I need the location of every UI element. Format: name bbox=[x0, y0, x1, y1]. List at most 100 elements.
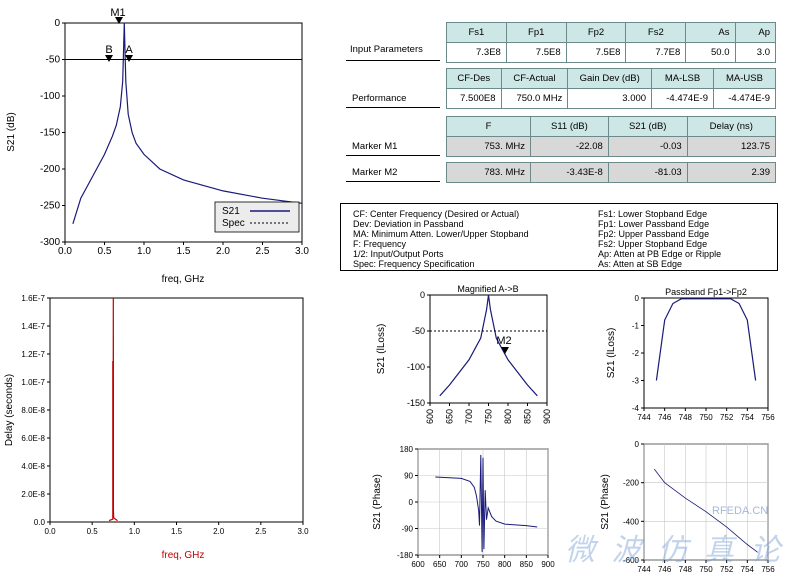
x-tick-label: 2.0 bbox=[213, 527, 225, 536]
header-ma-usb: MA-USB bbox=[713, 68, 776, 89]
x-tick-label: 1.0 bbox=[129, 527, 141, 536]
x-tick-label: 0.5 bbox=[87, 527, 99, 536]
legend-s21-label: S21 bbox=[222, 206, 240, 217]
chart-title: Passband Fp1->Fp2 bbox=[665, 287, 747, 297]
marker-a-icon bbox=[125, 55, 133, 62]
y-tick-label: 1.0E-7 bbox=[21, 378, 45, 387]
y-tick-label: -250 bbox=[40, 201, 60, 212]
watermark-text: 微 波 仿 真 论 坛 bbox=[565, 534, 796, 567]
performance-table: CF-Des CF-Actual Gain Dev (dB) MA-LSB MA… bbox=[446, 68, 776, 109]
watermark-site: RFEDA.CN bbox=[712, 505, 769, 517]
header-ma-lsb: MA-LSB bbox=[651, 68, 714, 89]
x-tick-label: 1.0 bbox=[137, 246, 151, 257]
value-cf-des: 7.500E8 bbox=[446, 88, 502, 109]
y-tick-label: 0 bbox=[409, 498, 414, 507]
delay-chart: 0.0 0.5 1.0 1.5 2.0 2.5 3.0 0.0 2.0E-8 4.0E-8 6.0E… bbox=[4, 294, 309, 561]
value-fs2[interactable]: 7.7E8 bbox=[625, 42, 687, 63]
y-tick-label: 180 bbox=[400, 445, 414, 454]
x-tick-label: 750 bbox=[484, 409, 494, 424]
x-tick-label: 752 bbox=[720, 413, 734, 422]
input-parameters-label: Input Parameters bbox=[350, 44, 423, 55]
value-fs1[interactable]: 7.3E8 bbox=[446, 42, 507, 63]
marker-m1-row: 753. MHz -22.08 -0.03 123.75 bbox=[445, 136, 777, 157]
legend-ma: MA: Minimum Atten. Lower/Upper Stopband bbox=[353, 229, 529, 239]
m1-s21: -0.03 bbox=[607, 136, 688, 157]
legend-ports: 1/2: Input/Output Ports bbox=[353, 249, 444, 259]
x-tick-label: 800 bbox=[498, 560, 512, 569]
x-tick-label: 748 bbox=[679, 565, 693, 574]
marker-m2-label: M2 bbox=[496, 335, 511, 347]
y-tick-label: 8.0E-8 bbox=[21, 406, 45, 415]
value-fp1[interactable]: 7.5E8 bbox=[505, 42, 567, 63]
abbreviation-legend: CF: Center Frequency (Desired or Actual)… bbox=[340, 203, 778, 271]
y-tick-label: 0.0 bbox=[34, 518, 46, 527]
y-tick-label: 1.2E-7 bbox=[21, 350, 45, 359]
m1-freq: 753. MHz bbox=[445, 136, 532, 157]
legend-dev: Dev: Deviation in Passband bbox=[353, 219, 464, 229]
y-tick-label: -50 bbox=[46, 55, 61, 66]
y-tick-label: 1.4E-7 bbox=[21, 322, 45, 331]
x-tick-label: 900 bbox=[541, 560, 555, 569]
y-tick-label: -200 bbox=[40, 164, 60, 175]
chart-legend: S21 Spec bbox=[214, 201, 300, 233]
x-tick-label: 2.5 bbox=[255, 527, 267, 536]
x-tick-label: 0.5 bbox=[98, 246, 112, 257]
header-fp1: Fp1 bbox=[505, 22, 567, 43]
y-tick-label: 0 bbox=[54, 18, 60, 29]
m1-delay: 123.75 bbox=[686, 136, 777, 157]
x-tick-label: 600 bbox=[425, 409, 435, 424]
x-tick-label: 3.0 bbox=[295, 246, 309, 257]
passband-chart: 744 746 748 750 752 754 756 0 -1 -2 -3 -4 Passband … bbox=[606, 287, 775, 422]
legend-cf: CF: Center Frequency (Desired or Actual) bbox=[353, 209, 520, 219]
plot-area bbox=[643, 297, 769, 409]
y-tick-label: 0 bbox=[635, 440, 640, 449]
x-tick-label: 744 bbox=[637, 413, 651, 422]
performance-label: Performance bbox=[352, 93, 407, 104]
s21-chart: 0.0 0.5 1.0 1.5 2.0 2.5 3.0 0 -50 -100 -150 -200 -25… bbox=[6, 7, 309, 285]
y-tick-label: 90 bbox=[404, 472, 413, 481]
x-tick-label: 2.5 bbox=[256, 246, 270, 257]
x-tick-label: 752 bbox=[720, 565, 734, 574]
y-tick-label: -3 bbox=[632, 377, 640, 386]
value-as[interactable]: 50.0 bbox=[685, 42, 736, 63]
marker-m1-icon bbox=[115, 17, 123, 24]
y-tick-label: -150 bbox=[407, 398, 425, 408]
m2-s21: -81.03 bbox=[607, 162, 688, 183]
value-fp2[interactable]: 7.5E8 bbox=[565, 42, 627, 63]
legend-fp1: Fp1: Lower Passband Edge bbox=[598, 219, 710, 229]
legend-fp2: Fp2: Upper Passband Edge bbox=[598, 229, 710, 239]
x-tick-label: 850 bbox=[523, 409, 533, 424]
x-tick-label: 754 bbox=[741, 413, 755, 422]
y-tick-label: -180 bbox=[397, 551, 414, 560]
value-ma-lsb: -4.474E-9 bbox=[651, 88, 714, 109]
marker-m2-icon bbox=[501, 347, 509, 354]
y-tick-label: -100 bbox=[407, 362, 425, 372]
x-tick-label: 756 bbox=[761, 565, 775, 574]
x-tick-label: 748 bbox=[679, 413, 693, 422]
y-tick-label: -2 bbox=[632, 349, 640, 358]
marker-m2-row-label: Marker M2 bbox=[352, 167, 398, 178]
series-line-s21 bbox=[435, 454, 538, 553]
x-tick-label: 650 bbox=[445, 409, 455, 424]
legend-spec-label: Spec bbox=[222, 218, 245, 229]
series-line-s21 bbox=[653, 468, 758, 553]
y-tick-label: 4.0E-8 bbox=[21, 462, 45, 471]
x-tick-label: 0.0 bbox=[44, 527, 56, 536]
y-tick-label: 0 bbox=[635, 294, 640, 303]
m2-freq: 783. MHz bbox=[445, 162, 532, 183]
y-axis-label: S21 (lLoss) bbox=[376, 324, 387, 375]
x-tick-label: 746 bbox=[658, 413, 672, 422]
y-axis-label: Delay (seconds) bbox=[4, 374, 15, 446]
legend-spec: Spec: Frequency Specification bbox=[353, 259, 475, 269]
marker-m2-row: 783. MHz -3.43E-8 -81.03 2.39 bbox=[445, 162, 777, 183]
series-line-delay bbox=[108, 297, 118, 522]
header-cf-actual: CF-Actual bbox=[500, 68, 569, 89]
value-cf-actual: 750.0 MHz bbox=[500, 88, 569, 109]
marker-m1-label: M1 bbox=[110, 7, 125, 19]
x-tick-label: 1.5 bbox=[171, 527, 183, 536]
value-ma-usb: -4.474E-9 bbox=[713, 88, 776, 109]
x-tick-label: 900 bbox=[542, 409, 552, 424]
x-axis-label: freq, GHz bbox=[162, 274, 205, 285]
value-ap[interactable]: 3.0 bbox=[734, 42, 776, 63]
x-tick-label: 0.0 bbox=[58, 246, 72, 257]
